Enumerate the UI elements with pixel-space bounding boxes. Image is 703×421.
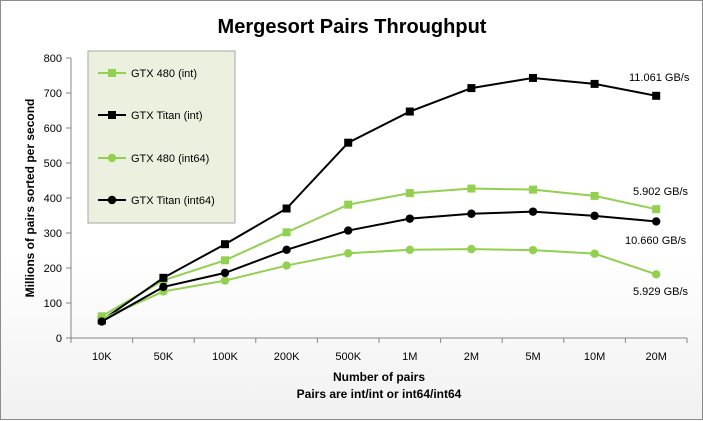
- data-point: [652, 217, 661, 226]
- annotation-titan-int: 11.061 GB/s: [629, 72, 690, 84]
- data-point: [344, 249, 353, 258]
- data-point: [590, 211, 599, 221]
- y-tick-label: 600: [44, 123, 62, 135]
- data-point: [528, 245, 538, 255]
- legend-label: GTX Titan (int): [131, 110, 203, 122]
- data-point: [652, 205, 661, 214]
- data-point: [590, 249, 599, 258]
- legend-item: GTX Titan (int): [98, 110, 203, 122]
- annotation-480-int64: 5.929 GB/s: [633, 286, 689, 298]
- x-axis-subtitle: Pairs are int/int or int64/int64: [297, 387, 462, 401]
- series-line: [101, 187, 657, 318]
- data-point: [282, 261, 291, 270]
- legend-label: GTX 480 (int64): [131, 153, 209, 165]
- data-point: [159, 282, 168, 292]
- legend-label: GTX Titan (int64): [131, 195, 215, 207]
- series-1: [97, 73, 661, 325]
- x-tick-label: 5M: [525, 351, 540, 363]
- series-2: [97, 244, 661, 324]
- data-point: [528, 207, 538, 216]
- data-point: [282, 204, 291, 213]
- x-tick-label: 10M: [584, 351, 605, 363]
- chart-title: Mergesort Pairs Throughput: [218, 16, 487, 38]
- data-point: [590, 191, 599, 200]
- data-point: [344, 138, 353, 147]
- series-line: [101, 76, 657, 322]
- x-axis-title: Number of pairs: [333, 370, 425, 384]
- series-line: [101, 248, 657, 321]
- annotation-480-int: 5.902 GB/s: [633, 186, 689, 198]
- y-axis-title: Millions of pairs sorted per second: [23, 99, 37, 298]
- data-point: [220, 268, 230, 278]
- legend: GTX 480 (int) GTX Titan (int) GTX 480 (int…: [87, 50, 236, 224]
- x-axis-ticks: 10K 50K 100K 200K 500K 1M 2M 5M 10M 20M: [70, 338, 688, 363]
- annotation-titan-int64: 10.660 GB/s: [625, 235, 687, 247]
- data-point: [344, 200, 353, 209]
- x-tick-label: 200K: [274, 351, 300, 363]
- data-point: [467, 84, 476, 93]
- data-point: [467, 244, 476, 254]
- legend-item: GTX 480 (int64): [98, 153, 209, 165]
- x-tick-label: 500K: [335, 351, 361, 363]
- data-point: [467, 184, 476, 193]
- series-layer: [97, 73, 661, 326]
- data-point: [282, 245, 291, 254]
- legend-box: [87, 50, 236, 224]
- legend-marker: [108, 69, 116, 77]
- y-tick-label: 700: [44, 88, 62, 100]
- legend-item: GTX Titan (int64): [98, 195, 215, 207]
- y-tick-label: 400: [44, 193, 62, 205]
- x-tick-label: 1M: [402, 351, 417, 363]
- legend-marker: [107, 153, 117, 163]
- x-tick-label: 20M: [645, 351, 666, 363]
- x-tick-label: 10K: [92, 351, 112, 363]
- y-tick-label: 800: [44, 53, 62, 65]
- series-3: [97, 207, 661, 326]
- x-tick-label: 50K: [154, 351, 174, 363]
- data-point: [405, 214, 414, 223]
- data-point: [220, 276, 230, 285]
- data-point: [405, 189, 414, 198]
- legend-items: GTX 480 (int) GTX Titan (int) GTX 480 (int…: [98, 68, 215, 207]
- y-tick-label: 200: [44, 263, 62, 275]
- y-tick-label: 500: [44, 158, 62, 170]
- data-point: [529, 185, 537, 194]
- y-axis-ticks: 0 100 200 300 400 500 600 700 800: [44, 53, 71, 345]
- data-point: [590, 79, 599, 88]
- data-point: [282, 228, 291, 237]
- plot-area: 0 100 200 300 400 500 600 700 800 10K 50K 100K 200K…: [44, 53, 688, 363]
- data-point: [467, 209, 476, 218]
- data-point: [159, 273, 168, 282]
- data-point: [405, 245, 414, 254]
- legend-label: GTX 480 (int): [131, 68, 197, 80]
- data-point: [405, 107, 414, 116]
- legend-marker: [107, 195, 117, 205]
- y-tick-label: 300: [44, 228, 62, 240]
- x-tick-label: 2M: [464, 351, 479, 363]
- data-point: [652, 270, 661, 279]
- data-point: [529, 73, 537, 82]
- y-tick-label: 0: [56, 333, 62, 345]
- data-point: [344, 226, 353, 235]
- data-point: [652, 91, 661, 100]
- y-tick-label: 100: [44, 298, 62, 310]
- data-point: [221, 256, 229, 265]
- data-point: [97, 317, 107, 326]
- legend-item: GTX 480 (int): [98, 68, 197, 80]
- legend-marker: [108, 111, 116, 119]
- series-line: [101, 210, 657, 323]
- x-tick-label: 100K: [212, 351, 238, 363]
- data-point: [221, 240, 229, 249]
